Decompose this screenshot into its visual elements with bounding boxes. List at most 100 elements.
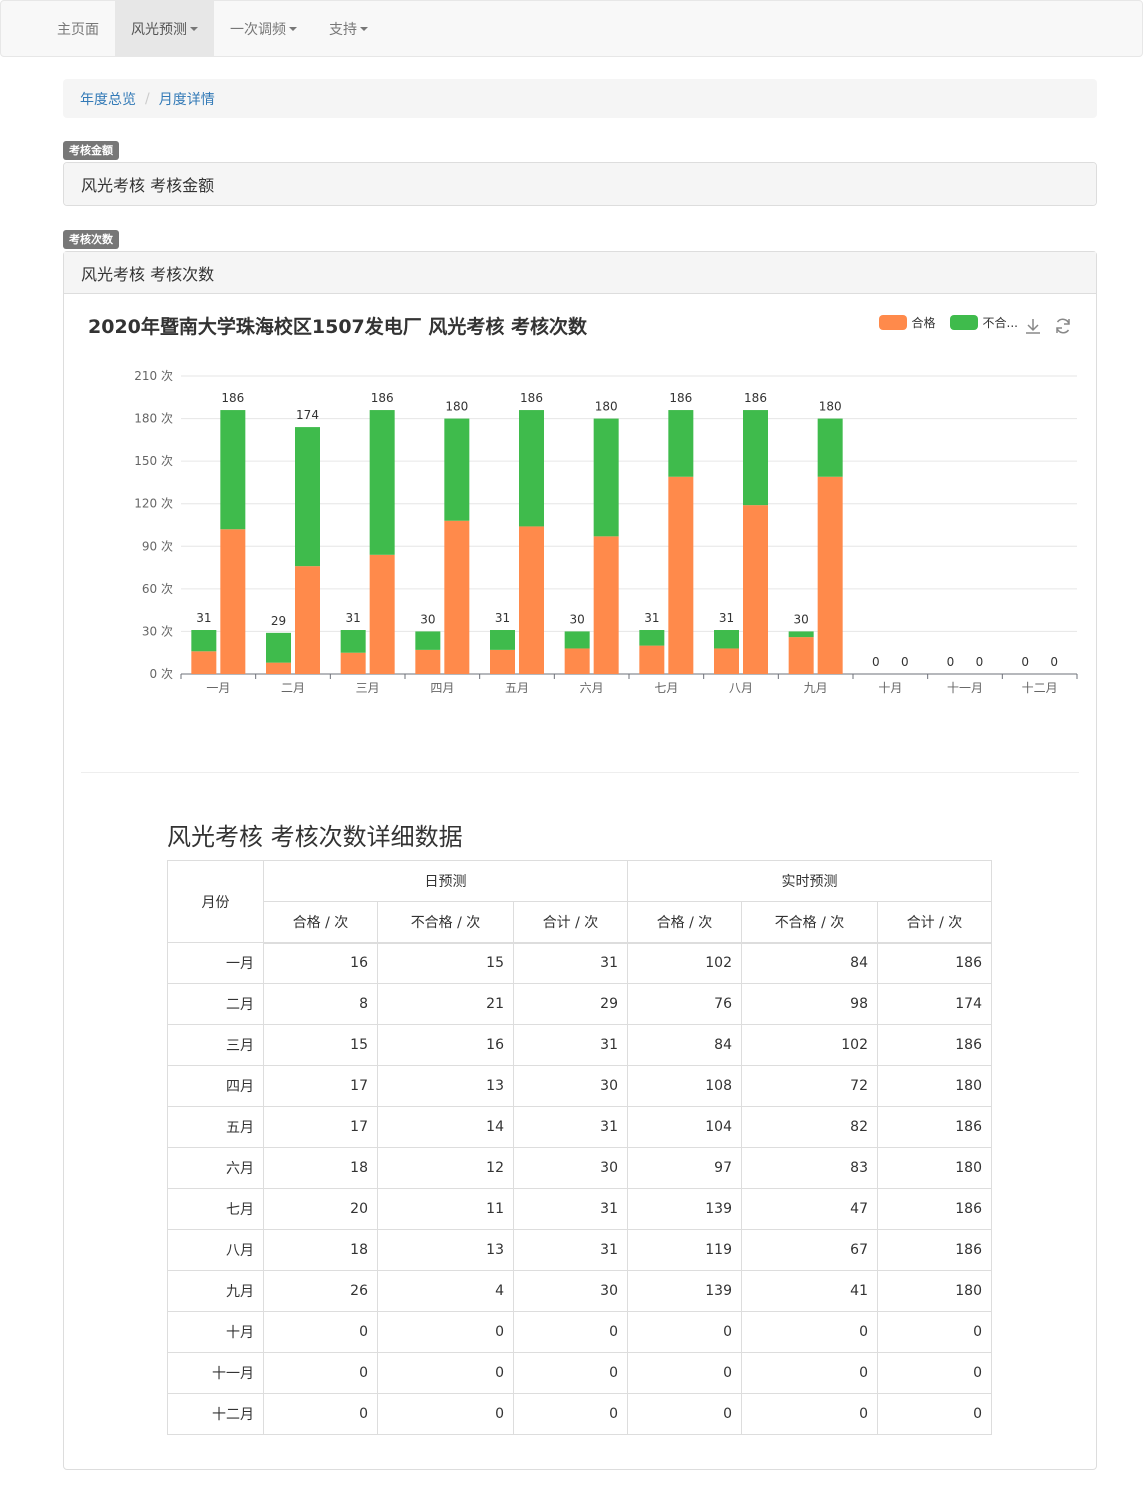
data-label-total: 0 (1021, 655, 1029, 669)
data-label-total: 0 (901, 655, 909, 669)
breadcrumb-separator: / (145, 90, 150, 107)
nav-item-wind-solar-forecast[interactable]: 风光预测 (115, 1, 214, 56)
month-cell: 六月 (167, 1147, 264, 1189)
bar-pass-day-ahead (340, 652, 366, 674)
y-tick-label: 60 次 (142, 582, 173, 596)
value-cell: 0 (741, 1393, 878, 1435)
x-tick-label: 三月 (356, 681, 380, 695)
bar-chart: 0 次 30 次 60 次 90 次 120 次 150 次 180 次 210 次一月 31 1… (134, 369, 1078, 695)
nav-item-label: 主页面 (57, 21, 99, 38)
value-cell: 26 (263, 1270, 378, 1312)
value-cell: 72 (741, 1065, 878, 1107)
y-tick-label: 30 次 (142, 624, 173, 638)
legend-swatch-fail (949, 315, 978, 330)
value-cell: 15 (377, 942, 514, 984)
value-cell: 83 (741, 1147, 878, 1189)
data-label-total: 186 (669, 391, 692, 405)
y-tick-label: 0 次 (150, 667, 173, 681)
value-cell: 180 (877, 1147, 992, 1189)
data-label-total: 186 (744, 391, 767, 405)
value-cell: 13 (377, 1229, 514, 1271)
value-cell: 0 (741, 1311, 878, 1353)
bar-pass-day-ahead (639, 645, 665, 674)
table-row: 四月 17 13 30 108 72 180 (167, 1065, 992, 1107)
x-tick-label: 四月 (430, 681, 454, 695)
legend-item-pass[interactable]: 合格 (878, 314, 936, 331)
data-label-total: 30 (420, 612, 435, 626)
month-cell: 八月 (167, 1229, 264, 1271)
caret-down-icon (289, 26, 297, 31)
chart-legend: 合格 不合... (865, 314, 1018, 331)
bar-pass-realtime (817, 476, 843, 674)
bar-fail-realtime (444, 418, 470, 521)
breadcrumb-monthly-detail[interactable]: 月度详情 (158, 91, 215, 108)
value-cell: 31 (513, 1188, 628, 1230)
x-tick-label: 十二月 (1022, 681, 1058, 695)
value-cell: 11 (377, 1188, 514, 1230)
bar-pass-realtime (668, 476, 694, 674)
value-cell: 0 (741, 1352, 878, 1394)
bar-pass-realtime (519, 526, 544, 674)
value-cell: 180 (877, 1065, 992, 1107)
data-label-total: 186 (221, 391, 244, 405)
value-cell: 30 (513, 1147, 628, 1189)
data-label-total: 31 (495, 611, 510, 625)
count-panel-heading[interactable]: 风光考核 考核次数 (64, 252, 1096, 294)
data-label-total: 31 (644, 611, 659, 625)
value-cell: 31 (513, 1024, 628, 1066)
table-row: 十二月 0 0 0 0 0 0 (167, 1393, 992, 1435)
value-cell: 13 (377, 1065, 514, 1107)
refresh-icon[interactable] (1053, 316, 1073, 336)
value-cell: 82 (741, 1106, 878, 1148)
amount-panel-heading[interactable]: 风光考核 考核金额 (64, 163, 1096, 205)
bar-pass-day-ahead (490, 649, 515, 674)
value-cell: 84 (627, 1024, 742, 1066)
data-label-total: 30 (570, 612, 585, 626)
value-cell: 17 (263, 1065, 378, 1107)
data-label-total: 186 (520, 391, 543, 405)
download-icon[interactable] (1023, 316, 1043, 336)
data-label-total: 180 (595, 400, 618, 414)
value-cell: 0 (377, 1311, 514, 1353)
data-label-total: 180 (819, 400, 842, 414)
value-cell: 29 (513, 983, 628, 1025)
y-tick-label: 150 次 (134, 454, 173, 468)
value-cell: 47 (741, 1188, 878, 1230)
bar-fail-day-ahead (340, 630, 366, 653)
bar-pass-realtime (444, 520, 470, 674)
value-cell: 12 (377, 1147, 514, 1189)
value-cell: 119 (627, 1229, 742, 1271)
legend-item-fail[interactable]: 不合... (949, 314, 1018, 331)
data-label-total: 0 (947, 655, 955, 669)
value-cell: 21 (377, 983, 514, 1025)
caret-down-icon (360, 26, 368, 31)
value-cell: 186 (877, 1106, 992, 1148)
value-cell: 0 (627, 1352, 742, 1394)
value-cell: 98 (741, 983, 878, 1025)
value-cell: 18 (263, 1229, 378, 1271)
x-tick-label: 五月 (505, 681, 529, 695)
nav-item-support[interactable]: 支持 (313, 1, 384, 56)
x-tick-label: 一月 (206, 681, 230, 695)
nav-item-label: 风光预测 (131, 21, 187, 38)
table-row: 十一月 0 0 0 0 0 0 (167, 1352, 992, 1394)
nav-item-home[interactable]: 主页面 (41, 1, 115, 56)
x-tick-label: 二月 (281, 681, 305, 695)
breadcrumb-annual-overview[interactable]: 年度总览 (80, 91, 136, 108)
value-cell: 18 (263, 1147, 378, 1189)
x-tick-label: 七月 (654, 681, 678, 695)
bar-fail-realtime (220, 410, 246, 530)
table-block: 风光考核 考核次数详细数据 月份 日预测 实时预测 合格 / 次 不合格 / 次 (167, 817, 1096, 1435)
amount-badge: 考核金额 (63, 141, 119, 160)
y-tick-label: 210 次 (134, 369, 173, 383)
value-cell: 174 (877, 983, 992, 1025)
value-cell: 0 (877, 1311, 992, 1353)
sub-header: 合格 / 次 (627, 901, 742, 944)
bar-fail-day-ahead (639, 630, 665, 646)
bar-pass-day-ahead (714, 648, 739, 674)
value-cell: 186 (877, 942, 992, 984)
value-cell: 97 (627, 1147, 742, 1189)
y-tick-label: 120 次 (134, 497, 173, 511)
nav-item-primary-frequency[interactable]: 一次调频 (214, 1, 313, 56)
value-cell: 0 (377, 1352, 514, 1394)
